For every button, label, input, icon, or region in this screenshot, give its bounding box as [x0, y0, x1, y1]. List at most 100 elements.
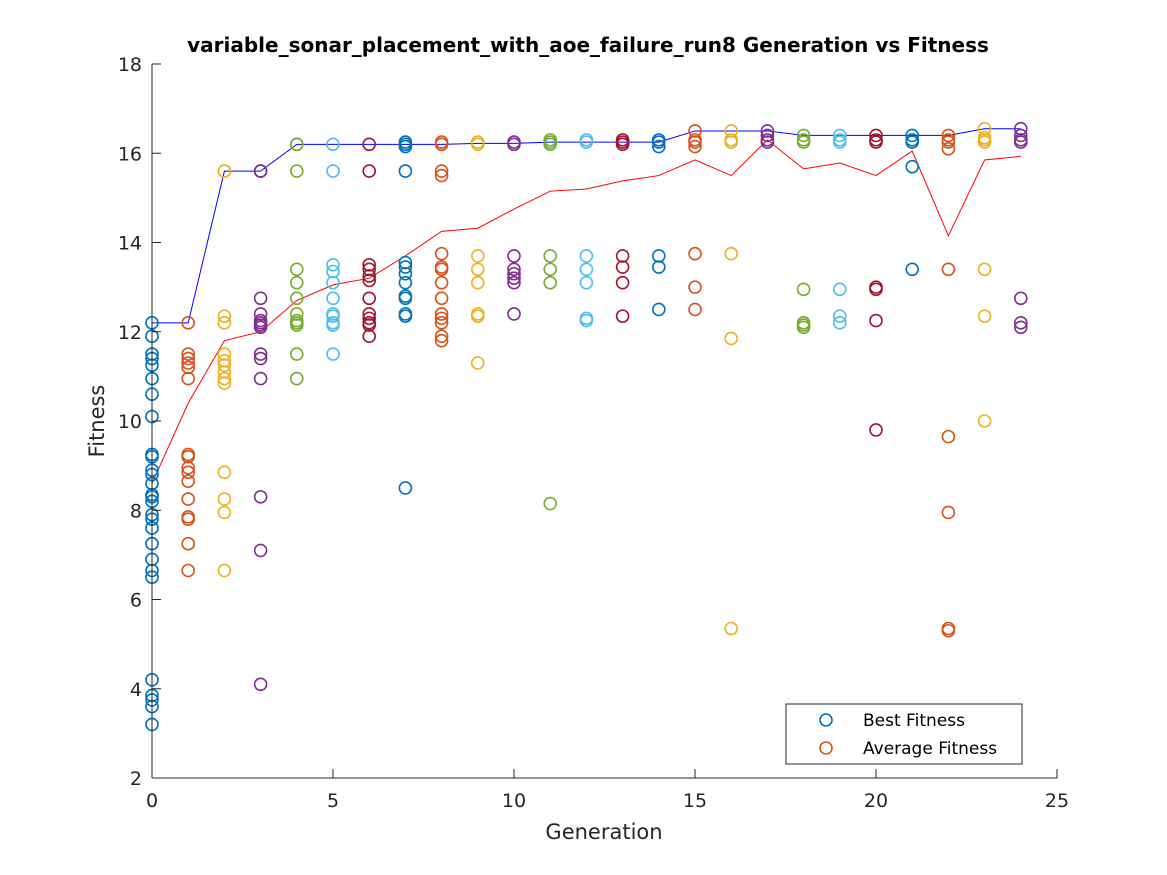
y-tick-label: 2 — [130, 768, 142, 790]
data-point — [869, 282, 883, 297]
data-point — [869, 128, 883, 143]
data-point — [543, 137, 558, 152]
legend: Best Fitness Average Fitness — [785, 703, 1023, 765]
data-point — [579, 249, 594, 263]
data-point — [688, 124, 702, 138]
data-point — [289, 164, 304, 178]
x-tick-label: 10 — [502, 790, 526, 812]
data-point — [217, 347, 232, 361]
axes: 0 5 10 15 20 25 2 4 6 8 10 12 14 16 18 — [118, 54, 1069, 812]
data-point — [398, 260, 413, 274]
data-point — [289, 347, 304, 361]
data-point — [181, 449, 195, 464]
data-point — [724, 246, 739, 261]
x-tick-label: 25 — [1045, 790, 1069, 812]
y-tick-label: 6 — [130, 590, 142, 612]
data-point — [289, 371, 304, 386]
data-point — [326, 137, 340, 152]
data-point — [434, 291, 449, 306]
data-point — [796, 320, 811, 335]
data-point — [905, 262, 920, 277]
data-point — [253, 307, 268, 321]
data-point — [326, 264, 340, 279]
data-point — [181, 316, 195, 330]
data-point — [253, 490, 268, 504]
data-point — [977, 121, 992, 136]
legend-label: Best Fitness — [863, 711, 965, 731]
data-point — [181, 563, 195, 578]
data-point — [796, 128, 811, 143]
data-point — [181, 356, 195, 370]
data-point — [869, 135, 883, 149]
data-point — [869, 313, 883, 328]
data-point — [253, 320, 268, 335]
data-point — [507, 137, 521, 152]
data-point — [181, 360, 195, 375]
data-point — [434, 168, 449, 183]
data-point — [941, 141, 956, 156]
data-point — [724, 124, 739, 138]
data-point — [434, 311, 449, 326]
data-point — [326, 258, 340, 272]
data-point — [724, 621, 739, 636]
data-point — [470, 309, 485, 323]
data-point — [615, 309, 630, 323]
data-point — [1013, 316, 1028, 330]
data-point — [651, 249, 666, 263]
data-point — [362, 269, 377, 283]
data-point — [688, 139, 702, 154]
data-point — [181, 512, 195, 526]
x-tick-label: 15 — [683, 790, 707, 812]
data-point — [941, 505, 956, 520]
data-point — [398, 266, 413, 281]
data-point — [651, 135, 666, 149]
x-tick-label: 5 — [327, 790, 339, 812]
data-point — [253, 371, 268, 386]
data-point — [217, 358, 232, 373]
data-point — [217, 371, 232, 386]
data-point — [217, 353, 232, 368]
data-point — [398, 309, 413, 323]
data-point — [253, 347, 268, 361]
data-point — [579, 262, 594, 277]
data-point — [398, 139, 413, 154]
data-point — [434, 275, 449, 290]
data-point — [905, 135, 920, 149]
data-point — [651, 302, 666, 317]
data-point — [181, 351, 195, 366]
data-point — [362, 258, 377, 272]
data-point — [434, 329, 449, 344]
data-point — [362, 262, 377, 277]
average-fitness-line — [151, 139, 1021, 484]
y-tick-label: 14 — [118, 233, 142, 255]
data-point — [326, 291, 340, 306]
data-point — [217, 505, 232, 520]
data-point — [977, 135, 992, 149]
data-point — [434, 333, 449, 348]
y-tick-label: 12 — [118, 322, 142, 344]
legend-marker — [819, 713, 833, 727]
data-point — [181, 465, 195, 480]
data-point — [362, 329, 377, 344]
data-point — [470, 137, 485, 152]
data-point — [326, 275, 340, 290]
data-point — [470, 275, 485, 290]
data-point — [941, 128, 956, 143]
data-point — [326, 347, 340, 361]
data-point — [470, 356, 485, 370]
data-point — [1013, 121, 1028, 136]
data-point — [181, 461, 195, 475]
data-point — [579, 313, 594, 328]
data-point — [796, 135, 811, 149]
data-point — [977, 414, 992, 428]
data-point — [398, 164, 413, 178]
data-point — [217, 365, 232, 379]
data-point — [905, 159, 920, 174]
y-tick-label: 18 — [118, 54, 142, 76]
data-point — [470, 262, 485, 277]
data-point — [507, 307, 521, 321]
data-point — [289, 137, 304, 152]
data-point — [362, 307, 377, 321]
data-point — [326, 309, 340, 323]
